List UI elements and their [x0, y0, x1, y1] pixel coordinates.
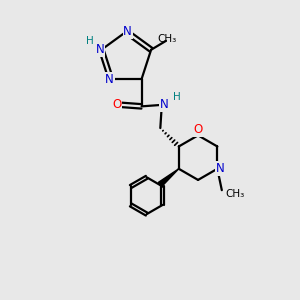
Text: N: N [216, 162, 225, 175]
Text: N: N [160, 98, 168, 111]
Text: H: H [173, 92, 181, 102]
Text: O: O [112, 98, 122, 111]
Polygon shape [158, 169, 179, 187]
Text: N: N [123, 25, 132, 38]
Text: N: N [105, 73, 114, 85]
Text: N: N [95, 43, 104, 56]
Text: O: O [194, 124, 203, 136]
Text: H: H [85, 37, 93, 46]
Text: CH₃: CH₃ [158, 34, 177, 44]
Text: CH₃: CH₃ [225, 189, 244, 199]
